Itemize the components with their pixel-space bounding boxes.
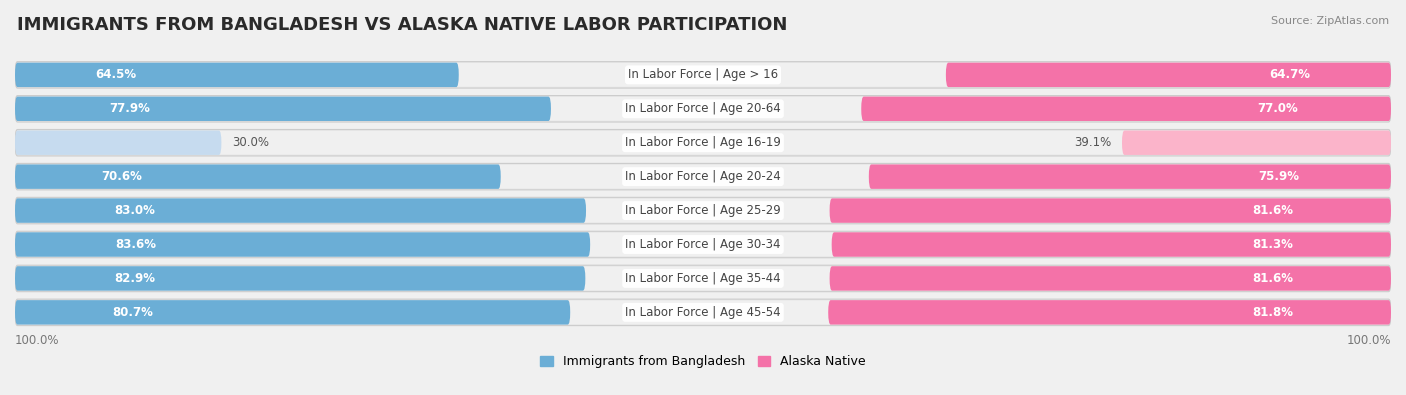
FancyBboxPatch shape [18,165,1388,188]
Text: 64.5%: 64.5% [96,68,136,81]
FancyBboxPatch shape [830,266,1391,291]
FancyBboxPatch shape [18,233,1388,256]
Text: 39.1%: 39.1% [1074,136,1112,149]
Text: 81.3%: 81.3% [1253,238,1294,251]
Text: 100.0%: 100.0% [1347,335,1391,348]
FancyBboxPatch shape [15,130,1391,156]
FancyBboxPatch shape [15,198,586,223]
Text: 77.0%: 77.0% [1257,102,1298,115]
FancyBboxPatch shape [828,300,1391,325]
FancyBboxPatch shape [15,265,1391,292]
Text: 30.0%: 30.0% [232,136,269,149]
Text: In Labor Force | Age 25-29: In Labor Force | Age 25-29 [626,204,780,217]
Text: 80.7%: 80.7% [112,306,153,319]
Text: In Labor Force | Age 45-54: In Labor Force | Age 45-54 [626,306,780,319]
FancyBboxPatch shape [15,300,571,325]
FancyBboxPatch shape [15,62,1391,88]
FancyBboxPatch shape [15,96,1391,122]
Text: In Labor Force | Age 35-44: In Labor Force | Age 35-44 [626,272,780,285]
Text: In Labor Force | Age 30-34: In Labor Force | Age 30-34 [626,238,780,251]
FancyBboxPatch shape [18,267,1388,290]
Text: 70.6%: 70.6% [101,170,142,183]
FancyBboxPatch shape [18,301,1388,324]
Text: 64.7%: 64.7% [1270,68,1310,81]
Text: 81.8%: 81.8% [1251,306,1294,319]
Text: IMMIGRANTS FROM BANGLADESH VS ALASKA NATIVE LABOR PARTICIPATION: IMMIGRANTS FROM BANGLADESH VS ALASKA NAT… [17,16,787,34]
FancyBboxPatch shape [18,63,1388,87]
Text: 81.6%: 81.6% [1251,204,1294,217]
Text: 81.6%: 81.6% [1251,272,1294,285]
Text: 82.9%: 82.9% [114,272,155,285]
FancyBboxPatch shape [15,232,591,257]
Text: In Labor Force | Age > 16: In Labor Force | Age > 16 [628,68,778,81]
Text: 83.0%: 83.0% [114,204,155,217]
FancyBboxPatch shape [18,131,1388,154]
FancyBboxPatch shape [18,97,1388,120]
FancyBboxPatch shape [830,198,1391,223]
Text: 83.6%: 83.6% [115,238,156,251]
FancyBboxPatch shape [862,96,1391,121]
FancyBboxPatch shape [15,130,221,155]
Text: 75.9%: 75.9% [1258,170,1299,183]
FancyBboxPatch shape [832,232,1391,257]
FancyBboxPatch shape [15,198,1391,224]
Text: In Labor Force | Age 20-64: In Labor Force | Age 20-64 [626,102,780,115]
FancyBboxPatch shape [15,231,1391,258]
FancyBboxPatch shape [946,63,1391,87]
Text: In Labor Force | Age 16-19: In Labor Force | Age 16-19 [626,136,780,149]
FancyBboxPatch shape [869,164,1391,189]
FancyBboxPatch shape [15,63,458,87]
Legend: Immigrants from Bangladesh, Alaska Native: Immigrants from Bangladesh, Alaska Nativ… [540,355,866,368]
FancyBboxPatch shape [1122,130,1391,155]
FancyBboxPatch shape [15,266,585,291]
FancyBboxPatch shape [15,96,551,121]
Text: 77.9%: 77.9% [110,102,150,115]
Text: Source: ZipAtlas.com: Source: ZipAtlas.com [1271,16,1389,26]
Text: 100.0%: 100.0% [15,335,59,348]
FancyBboxPatch shape [15,164,1391,190]
FancyBboxPatch shape [15,299,1391,325]
FancyBboxPatch shape [18,199,1388,222]
Text: In Labor Force | Age 20-24: In Labor Force | Age 20-24 [626,170,780,183]
FancyBboxPatch shape [15,164,501,189]
